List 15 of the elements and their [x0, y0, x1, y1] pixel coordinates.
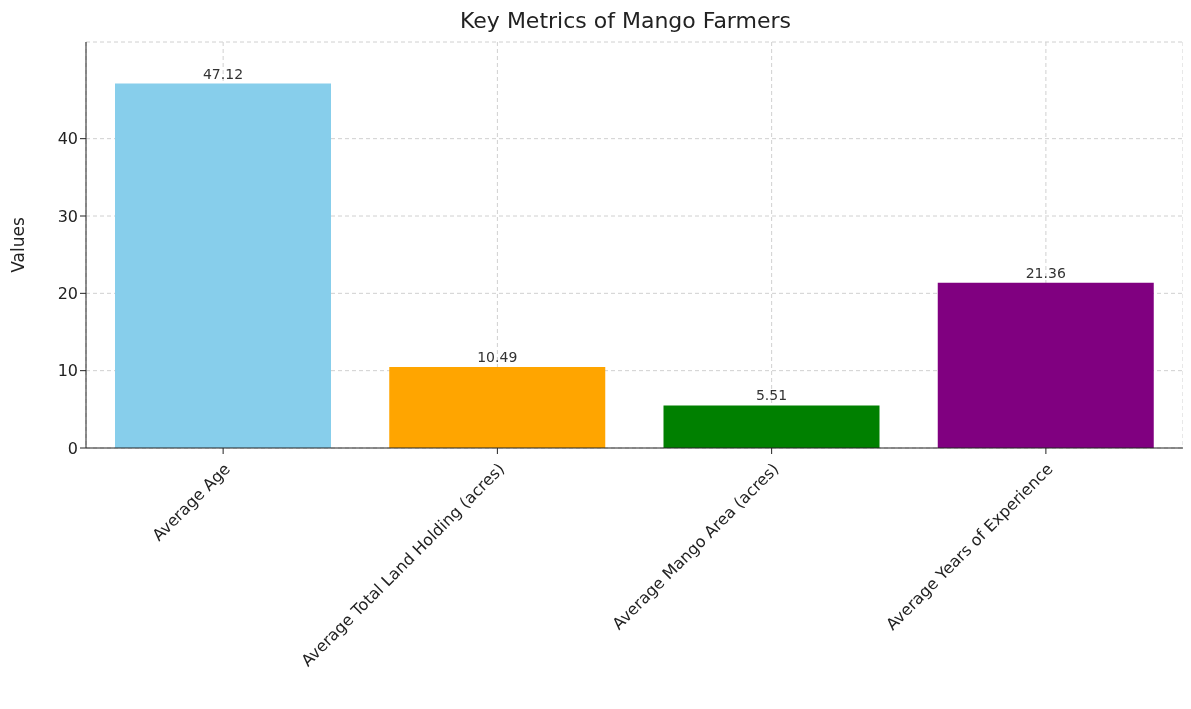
chart-title: Key Metrics of Mango Farmers	[459, 8, 792, 35]
data-label: 21.36	[1025, 264, 1066, 281]
y-tick-label: 0	[67, 438, 78, 458]
data-label: 47.12	[202, 65, 244, 82]
y-tick-label: 40	[57, 129, 78, 149]
y-tick-label: 30	[57, 206, 78, 226]
data-label: 5.51	[755, 387, 788, 404]
y-tick-label: 10	[57, 361, 78, 381]
bar	[937, 282, 1154, 448]
bar	[389, 366, 606, 448]
y-tick-label: 20	[57, 284, 78, 304]
y-axis-title: Values	[8, 217, 29, 273]
data-label: 10.49	[477, 348, 518, 365]
bar	[663, 405, 880, 448]
bar	[115, 83, 331, 448]
